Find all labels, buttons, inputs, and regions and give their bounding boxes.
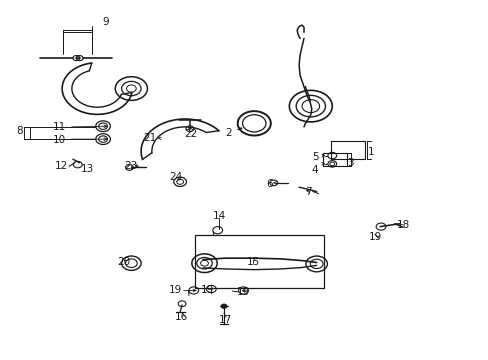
Text: 19: 19 [201, 285, 214, 296]
Text: 13: 13 [81, 164, 94, 174]
Text: 15: 15 [246, 257, 259, 267]
Bar [194, 234, 324, 288]
Text: 12: 12 [55, 161, 68, 171]
Text: 14: 14 [212, 211, 225, 221]
Text: 23: 23 [124, 161, 138, 171]
Circle shape [221, 304, 226, 309]
Text: 9: 9 [102, 17, 109, 27]
Text: 16: 16 [174, 312, 187, 322]
Text: 8: 8 [16, 126, 22, 135]
Text: 22: 22 [184, 129, 197, 139]
Text: 21: 21 [142, 133, 156, 143]
Text: 17: 17 [218, 315, 231, 325]
Text: 19: 19 [236, 287, 250, 297]
Text: 2: 2 [225, 129, 232, 138]
Text: 19: 19 [368, 232, 381, 242]
Text: 18: 18 [396, 220, 409, 230]
Text: 1: 1 [367, 147, 374, 157]
Text: 7: 7 [305, 187, 311, 197]
Text: 11: 11 [53, 122, 66, 132]
Text: 10: 10 [53, 135, 65, 145]
Text: 19: 19 [168, 285, 182, 296]
Text: 3: 3 [347, 158, 353, 168]
Text: 5: 5 [311, 152, 318, 162]
Text: 20: 20 [117, 257, 130, 267]
Text: 6: 6 [266, 179, 273, 189]
Text: 24: 24 [169, 172, 183, 182]
Text: 4: 4 [311, 165, 318, 175]
